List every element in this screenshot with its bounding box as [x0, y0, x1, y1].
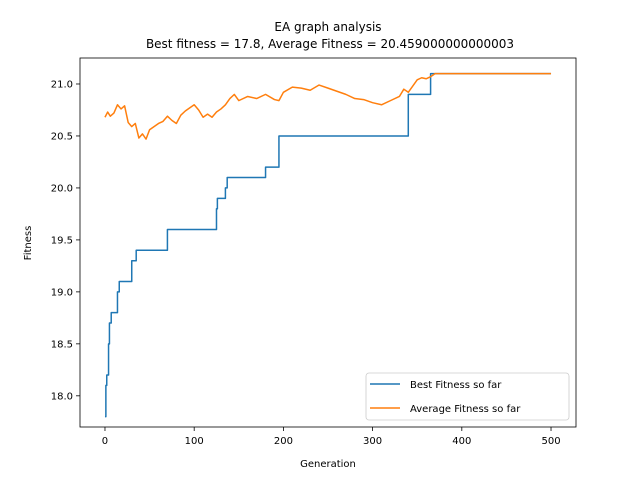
- chart-title: EA graph analysis: [274, 20, 381, 34]
- x-tick-label: 500: [541, 436, 560, 447]
- y-tick-label: 21.0: [51, 79, 73, 90]
- legend-label-average: Average Fitness so far: [410, 404, 521, 415]
- y-tick-label: 18.0: [51, 391, 73, 402]
- y-tick-label: 20.0: [51, 183, 73, 194]
- x-axis-ticks: 0 100 200 300 400 500: [102, 427, 561, 447]
- plot-area: 0 100 200 300 400 500 18.0 18.5 19.0 19.5 20.0 20.…: [51, 57, 577, 447]
- y-axis-label: Fitness: [23, 226, 34, 261]
- y-tick-label: 20.5: [51, 131, 73, 142]
- y-tick-label: 18.5: [51, 339, 73, 350]
- x-tick-label: 300: [363, 436, 382, 447]
- y-axis-ticks: 18.0 18.5 19.0 19.5 20.0 20.5 21.0: [51, 79, 80, 402]
- legend: Best Fitness so far Average Fitness so f…: [365, 372, 570, 421]
- series-line-best-fitness: [104, 72, 552, 418]
- x-axis-label: Generation: [300, 459, 356, 470]
- x-tick-label: 0: [102, 436, 108, 447]
- series-line-average-fitness: [104, 72, 552, 140]
- y-tick-label: 19.0: [51, 287, 73, 298]
- plot-frame: [79, 57, 577, 428]
- chart-subtitle: Best fitness = 17.8, Average Fitness = 2…: [146, 37, 514, 51]
- series-layer: [104, 72, 552, 418]
- x-tick-label: 400: [452, 436, 471, 447]
- legend-box: [365, 372, 570, 421]
- x-tick-label: 200: [274, 436, 293, 447]
- x-tick-label: 100: [185, 436, 204, 447]
- legend-label-best: Best Fitness so far: [410, 380, 502, 391]
- y-tick-label: 19.5: [51, 235, 73, 246]
